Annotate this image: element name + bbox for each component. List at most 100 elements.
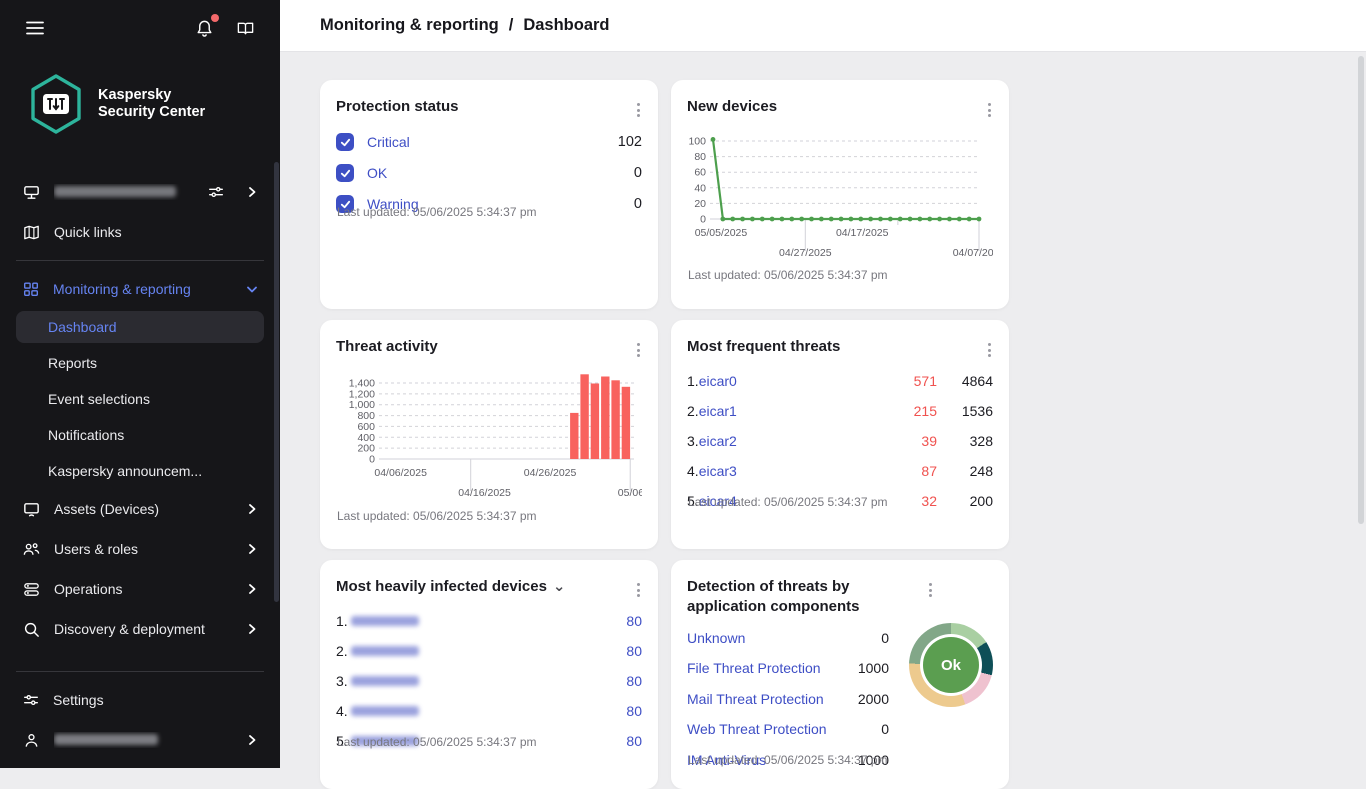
sidebar-item-user-account[interactable] bbox=[0, 720, 280, 760]
notification-badge-dot bbox=[211, 14, 219, 22]
threat-link[interactable]: eicar4 bbox=[698, 493, 737, 509]
status-row: OK 0 bbox=[336, 163, 642, 183]
threat-link[interactable]: eicar2 bbox=[698, 433, 737, 449]
main-scrollbar-thumb[interactable] bbox=[1358, 56, 1364, 524]
redacted-device-name[interactable] bbox=[350, 616, 419, 626]
map-icon bbox=[24, 225, 39, 239]
device-row: 3. 80 bbox=[336, 673, 642, 689]
sidebar-item-discovery-deployment[interactable]: Discovery & deployment bbox=[0, 609, 280, 649]
sidebar-item-event-selections[interactable]: Event selections bbox=[0, 381, 280, 417]
threat-row: 3. eicar2 39 328 bbox=[687, 433, 993, 449]
checkbox-ok[interactable] bbox=[336, 164, 354, 182]
notifications-bell-icon[interactable] bbox=[191, 14, 219, 41]
card-title: New devices bbox=[687, 98, 778, 115]
sidebar-item-quick-links[interactable]: Quick links bbox=[0, 212, 280, 252]
threat-link[interactable]: eicar1 bbox=[698, 403, 737, 419]
sidebar-item-label: Assets (Devices) bbox=[54, 501, 160, 517]
component-link[interactable]: Unknown bbox=[687, 629, 746, 646]
kebab-menu-icon[interactable] bbox=[635, 99, 642, 121]
component-row: Unknown 0 bbox=[687, 628, 889, 648]
svg-text:1,000: 1,000 bbox=[349, 399, 375, 411]
card-most-frequent-threats: Most frequent threats 1. eicar0 571 4864 2.… bbox=[671, 320, 1009, 549]
status-link[interactable]: Warning bbox=[367, 196, 419, 212]
checkbox-warning[interactable] bbox=[336, 195, 354, 213]
kebab-menu-icon[interactable] bbox=[986, 99, 993, 121]
svg-text:800: 800 bbox=[357, 410, 375, 422]
device-count[interactable]: 80 bbox=[626, 673, 642, 689]
kebab-menu-icon[interactable] bbox=[986, 339, 993, 361]
hamburger-menu-icon[interactable] bbox=[22, 15, 48, 41]
redacted-device-name[interactable] bbox=[350, 706, 419, 716]
app-logo: Kaspersky Security Center bbox=[0, 72, 280, 136]
threat-count-total: 248 bbox=[969, 463, 993, 479]
svg-text:04/07/2025: 04/07/2025 bbox=[953, 247, 993, 257]
card-title: Threat activity bbox=[336, 338, 438, 355]
sidebar-item-monitoring-reporting[interactable]: Monitoring & reporting bbox=[0, 269, 280, 309]
help-book-icon[interactable] bbox=[232, 15, 258, 41]
chevron-down-icon[interactable]: ⌄ bbox=[552, 578, 566, 595]
status-row: Critical 102 bbox=[336, 132, 642, 152]
device-count[interactable]: 80 bbox=[626, 643, 642, 659]
sidebar-item-server[interactable] bbox=[0, 172, 280, 212]
component-link[interactable]: File Threat Protection bbox=[687, 660, 821, 676]
component-row: Mail Threat Protection 2000 bbox=[687, 689, 889, 709]
card-new-devices: New devices 0 20 40 60 80 100 05/05/2025 04/27/… bbox=[671, 80, 1009, 309]
threat-row: 4. eicar3 87 248 bbox=[687, 463, 993, 479]
user-icon bbox=[25, 733, 38, 747]
component-row: IM Anti-Virus 1000 bbox=[687, 750, 889, 770]
checkbox-critical[interactable] bbox=[336, 133, 354, 151]
component-link[interactable]: Mail Threat Protection bbox=[687, 690, 824, 707]
users-icon bbox=[23, 542, 40, 555]
kebab-menu-icon[interactable] bbox=[635, 579, 642, 601]
redacted-device-name[interactable] bbox=[350, 736, 419, 746]
component-link[interactable]: Web Threat Protection bbox=[687, 721, 827, 737]
kaspersky-hexagon-logo-icon bbox=[31, 74, 81, 134]
threat-link[interactable]: eicar3 bbox=[698, 463, 737, 479]
device-row: 2. 80 bbox=[336, 643, 642, 659]
breadcrumb-section[interactable]: Monitoring & reporting bbox=[320, 16, 499, 34]
server-icon bbox=[24, 185, 39, 199]
redacted-username bbox=[54, 734, 158, 745]
device-count[interactable]: 80 bbox=[626, 703, 642, 719]
chevron-right-icon bbox=[246, 583, 258, 595]
card-title: Most heavily infected devices ⌄ bbox=[336, 578, 566, 595]
status-link[interactable]: Critical bbox=[367, 134, 410, 150]
svg-text:0: 0 bbox=[700, 214, 706, 226]
sidebar-item-notifications[interactable]: Notifications bbox=[0, 417, 280, 453]
dashboard-grid-icon bbox=[24, 282, 38, 296]
card-protection-status: Protection status Critical 102 OK 0 Warn… bbox=[320, 80, 658, 309]
kebab-menu-icon[interactable] bbox=[927, 579, 934, 601]
sidebar-item-operations[interactable]: Operations bbox=[0, 569, 280, 609]
redacted-device-name[interactable] bbox=[350, 676, 419, 686]
component-link[interactable]: IM Anti-Virus bbox=[687, 751, 767, 768]
status-value: 0 bbox=[633, 196, 642, 212]
status-row: Warning 0 bbox=[336, 194, 642, 214]
components-donut-chart: Ok bbox=[909, 623, 993, 707]
sidebar-item-dashboard[interactable]: Dashboard bbox=[16, 311, 264, 343]
sidebar-item-settings[interactable]: Settings bbox=[0, 680, 280, 720]
sidebar-item-assets-devices[interactable]: Assets (Devices) bbox=[0, 489, 280, 529]
device-count[interactable]: 80 bbox=[626, 733, 642, 749]
monitor-icon bbox=[24, 502, 39, 516]
svg-text:04/17/2025: 04/17/2025 bbox=[836, 227, 889, 239]
sidebar-item-label: Discovery & deployment bbox=[54, 621, 205, 637]
sidebar-item-users-roles[interactable]: Users & roles bbox=[0, 529, 280, 569]
server-properties-sliders-icon[interactable] bbox=[207, 183, 225, 201]
chevron-down-icon[interactable] bbox=[246, 283, 258, 295]
stack-icon bbox=[24, 582, 39, 596]
sidebar-item-reports[interactable]: Reports bbox=[0, 345, 280, 381]
threat-link[interactable]: eicar0 bbox=[698, 373, 737, 389]
sidebar-item-kaspersky-announcements[interactable]: Kaspersky announcem... bbox=[0, 453, 280, 489]
redacted-device-name[interactable] bbox=[350, 646, 419, 656]
svg-text:05/05/2025: 05/05/2025 bbox=[695, 227, 748, 239]
device-count[interactable]: 80 bbox=[626, 613, 642, 629]
chevron-right-icon[interactable] bbox=[246, 186, 258, 198]
card-most-heavily-infected: Most heavily infected devices ⌄ 1. 80 2. 80… bbox=[320, 560, 658, 789]
kebab-menu-icon[interactable] bbox=[635, 339, 642, 361]
status-link[interactable]: OK bbox=[367, 165, 388, 181]
sidebar-scrollbar-thumb[interactable] bbox=[274, 162, 279, 602]
svg-text:600: 600 bbox=[357, 421, 375, 433]
sidebar-item-label: Dashboard bbox=[48, 319, 117, 335]
last-updated: Last updated: 05/06/2025 5:34:37 pm bbox=[337, 735, 537, 749]
